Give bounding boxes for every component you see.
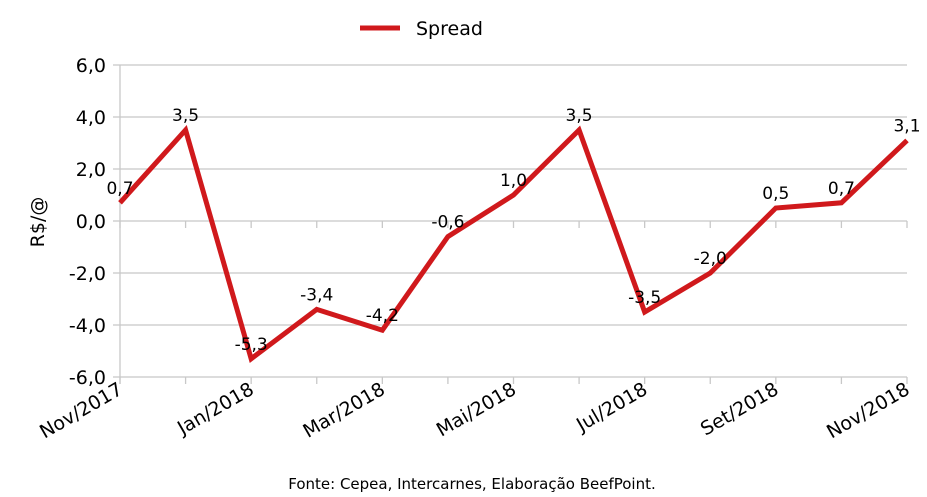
y-tick-label: 0,0	[76, 211, 106, 233]
legend: Spread	[360, 18, 483, 40]
data-label: 0,7	[106, 179, 133, 199]
y-tick-label: -4,0	[69, 315, 106, 337]
y-tick-label: 4,0	[76, 107, 106, 129]
data-label: 3,5	[566, 106, 593, 126]
data-label: 1,0	[500, 171, 527, 191]
data-label: -2,0	[694, 249, 727, 269]
data-label: -5,3	[235, 335, 268, 355]
data-label: 0,7	[828, 179, 855, 199]
data-label: -3,5	[628, 288, 661, 308]
x-tick-label: Jul/2018	[572, 378, 651, 436]
legend-label: Spread	[416, 18, 483, 40]
data-label: -3,4	[300, 285, 333, 305]
data-label: 3,1	[893, 116, 920, 136]
data-label: 3,5	[172, 106, 199, 126]
data-label: -0,6	[431, 213, 464, 233]
y-axis-label: R$/@	[27, 197, 49, 248]
x-tick-label: Set/2018	[697, 378, 782, 440]
x-tick-label: Nov/2018	[823, 378, 914, 443]
data-label: 0,5	[762, 184, 789, 204]
x-tick-label: Jan/2018	[173, 378, 258, 440]
x-tick-label: Mar/2018	[299, 378, 388, 442]
y-tick-label: -2,0	[69, 263, 106, 285]
y-tick-label: 2,0	[76, 159, 106, 181]
data-label: -4,2	[366, 306, 399, 326]
source-note: Fonte: Cepea, Intercarnes, Elaboração Be…	[288, 475, 656, 493]
x-tick-label: Mai/2018	[433, 378, 520, 441]
y-tick-label: -6,0	[69, 367, 106, 389]
y-tick-label: 6,0	[76, 55, 106, 77]
